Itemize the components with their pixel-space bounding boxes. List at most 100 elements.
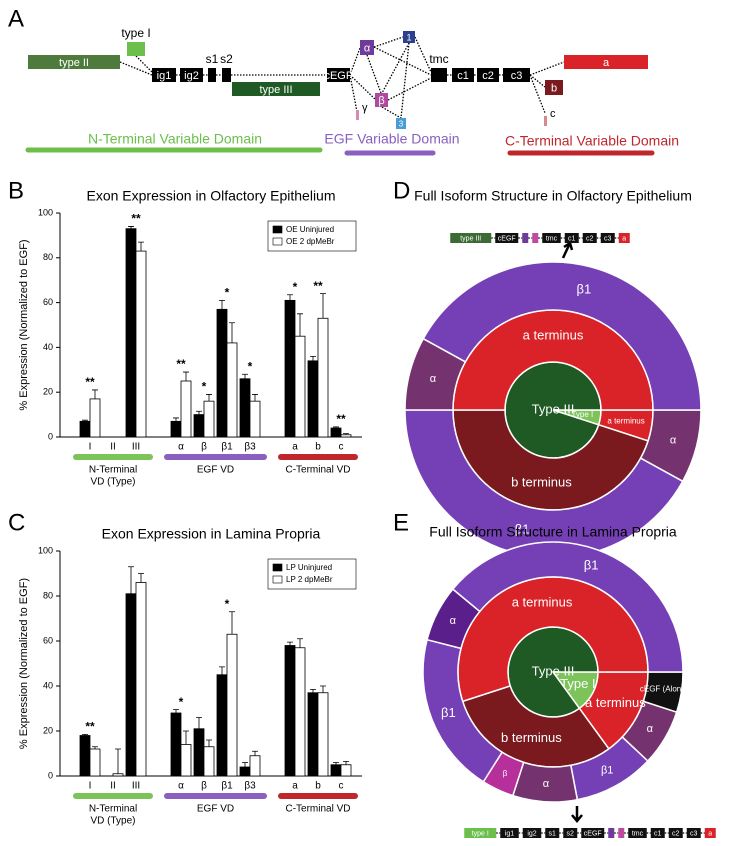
error-bar: [310, 355, 316, 361]
exon: [431, 68, 447, 82]
wedge-label: Type III: [532, 401, 575, 416]
error-bar: [82, 733, 88, 736]
exon: [452, 68, 474, 82]
error-bar: [219, 666, 225, 675]
wedge-label: α: [430, 373, 437, 385]
legend-label: OE 2 dpMeBr: [286, 237, 335, 246]
y-tick-label: 20: [43, 725, 53, 735]
domain-label: EGF Variable Domain: [324, 131, 459, 147]
exon-label: type II: [59, 57, 89, 69]
bar: [317, 692, 329, 777]
error-bar: [320, 685, 326, 693]
bar: [226, 342, 238, 438]
mini-exon: [464, 828, 497, 838]
x-tick-label: β3: [244, 781, 256, 792]
bar: [330, 764, 342, 777]
significance-label: *: [202, 380, 207, 394]
mini-exon: [668, 828, 683, 838]
mini-exon-label: c1: [654, 830, 662, 837]
x-tick-label: I: [89, 442, 92, 453]
x-tick-label: a: [292, 781, 298, 792]
exon-label: c2: [482, 70, 494, 82]
group-label: EGF VD: [197, 465, 234, 476]
x-tick-label: I: [89, 781, 92, 792]
significance-label: *: [225, 286, 230, 300]
bar: [203, 400, 215, 438]
exon: [28, 55, 120, 69]
domain-label: C-Terminal Variable Domain: [505, 133, 679, 149]
wedge: [451, 541, 684, 673]
significance-label: *: [179, 695, 184, 709]
mini-exon-label: c2: [586, 235, 594, 242]
exon-label: γ: [362, 102, 368, 114]
connector: [529, 74, 546, 114]
y-tick-label: 0: [48, 431, 53, 441]
connector: [387, 77, 432, 101]
x-tick-label: α: [178, 781, 184, 792]
mini-exon-label: c3: [604, 235, 612, 242]
error-bar: [242, 373, 248, 379]
x-tick-label: b: [315, 442, 321, 453]
mini-exon-label: c2: [672, 830, 680, 837]
exon: [360, 40, 374, 55]
exon: [180, 68, 203, 82]
group-label: N-Terminal: [89, 465, 137, 476]
exon-label: c: [550, 108, 556, 120]
y-tick-label: 60: [43, 297, 53, 307]
mini-exon-label: s1: [549, 830, 557, 837]
error-bar: [183, 730, 189, 745]
significance-label: **: [176, 357, 186, 371]
legend-swatch: [272, 237, 283, 246]
y-tick-label: 0: [48, 770, 53, 780]
panel-label: E: [393, 509, 409, 536]
legend-swatch: [272, 575, 283, 584]
x-tick-label: c: [339, 442, 344, 453]
chart-title: Full Isoform Structure in Olfactory Epit…: [414, 188, 692, 204]
x-tick-label: III: [132, 442, 140, 453]
mini-exon: [628, 828, 647, 838]
bar: [89, 398, 101, 438]
error-bar: [252, 394, 258, 402]
mini-exon: [522, 233, 529, 243]
y-axis-label: % Expression (Normalized to EGF): [18, 578, 30, 749]
mini-exon-label: c3: [690, 830, 698, 837]
error-bar: [128, 566, 134, 594]
bar: [284, 645, 296, 777]
x-tick-label: β: [201, 781, 207, 792]
connector: [381, 106, 402, 119]
mini-exon: [581, 828, 605, 838]
wedge-label: b terminus: [501, 730, 562, 745]
error-bar: [92, 746, 98, 749]
exon-label: 3: [399, 120, 404, 129]
significance-label: *: [225, 597, 230, 611]
bar: [170, 712, 182, 777]
x-tick-label: II: [110, 442, 116, 453]
x-tick-label: a: [292, 442, 298, 453]
bar: [294, 335, 306, 438]
x-tick-label: β: [201, 442, 207, 453]
legend-swatch: [272, 225, 283, 234]
domain-label: N-Terminal Variable Domain: [88, 131, 262, 147]
connector: [349, 74, 358, 113]
exon-label: 1: [406, 32, 411, 42]
arrow: [561, 241, 574, 259]
y-tick-label: 100: [38, 545, 53, 555]
exon-label: type III: [259, 84, 292, 96]
bar: [180, 380, 192, 438]
significance-label: *: [293, 280, 298, 294]
bar: [284, 299, 296, 438]
mini-exon: [582, 233, 597, 243]
wedge-label: a terminus: [607, 417, 644, 426]
mini-exon: [564, 233, 579, 243]
mini-exon: [495, 233, 519, 243]
mini-exon: [600, 233, 615, 243]
mini-exon: [608, 828, 615, 838]
significance-label: **: [85, 720, 95, 734]
error-bar: [128, 226, 134, 229]
group-label: VD (Type): [90, 477, 135, 488]
error-bar: [333, 762, 339, 765]
bar: [135, 582, 147, 777]
y-tick-label: 60: [43, 635, 53, 645]
wedge-label: cEGF (Alone): [640, 685, 689, 694]
